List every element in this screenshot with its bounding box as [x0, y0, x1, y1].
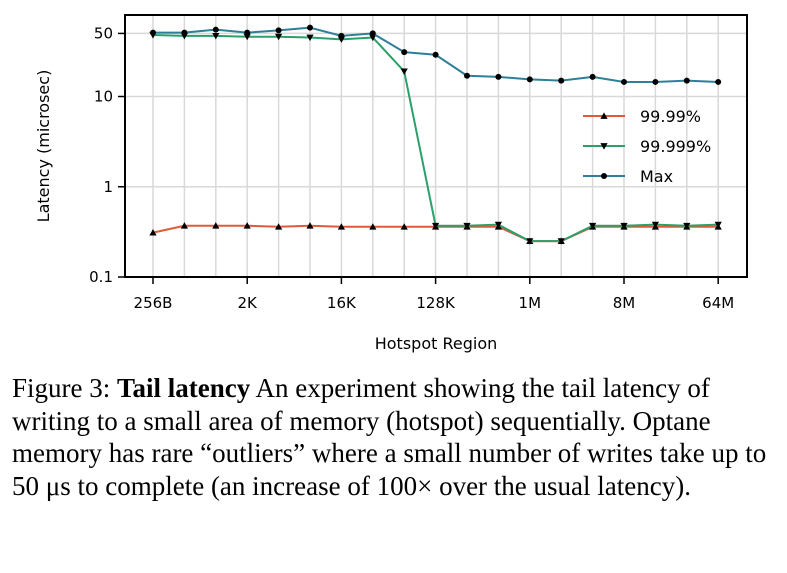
legend-entry: 99.99%: [583, 107, 701, 126]
data-point: [181, 29, 188, 36]
data-point: [149, 229, 157, 236]
data-point: [558, 77, 565, 84]
data-point: [150, 29, 156, 36]
data-point: [714, 221, 722, 229]
series-2: [150, 24, 722, 85]
legend: 99.99% 99.999% Max: [583, 107, 711, 186]
legend-label: 99.99%: [640, 107, 701, 126]
data-point: [180, 222, 188, 229]
data-point: [307, 24, 313, 31]
caption-bold: Tail latency: [117, 373, 251, 403]
data-point: [243, 33, 251, 41]
data-point: [275, 33, 283, 41]
data-point: [620, 222, 628, 230]
data-point: [557, 238, 565, 245]
data-point: [275, 27, 282, 34]
x-axis-title: Hotspot Region: [375, 334, 498, 353]
y-tick-label: 1: [103, 178, 113, 196]
grid-lines: [125, 15, 747, 278]
legend-entry: 99.999%: [583, 137, 711, 156]
data-point: [212, 32, 220, 40]
legend-marker: [600, 143, 608, 150]
x-tick-label: 256B: [134, 294, 173, 312]
data-point: [244, 29, 251, 36]
legend-marker: [600, 112, 608, 119]
data-point: [621, 78, 627, 85]
y-tick-label: 10: [94, 88, 113, 106]
data-point: [369, 30, 376, 37]
data-point: [369, 223, 377, 230]
y-tick-label: 50: [94, 24, 113, 42]
data-point: [432, 222, 440, 230]
data-point: [400, 68, 408, 75]
data-point: [369, 34, 377, 42]
data-point: [212, 26, 219, 33]
data-point: [243, 222, 251, 229]
x-tick-label: 2K: [238, 294, 259, 312]
data-point: [338, 32, 345, 39]
figure-caption: Figure 3: Tail latency An experiment sho…: [12, 372, 780, 502]
data-point: [683, 77, 690, 84]
data-point: [526, 76, 533, 83]
data-point: [464, 72, 470, 79]
x-tick-label: 16K: [327, 294, 357, 312]
data-point: [651, 221, 659, 229]
data-point: [306, 34, 314, 42]
x-tick-label: 128K: [416, 294, 456, 312]
data-point: [652, 78, 659, 85]
axis-ticks: 0.1 1 10 50 256B 2K 16K 128K 1M 8M 64M: [89, 24, 734, 312]
data-point: [683, 222, 691, 230]
data-point: [400, 223, 408, 230]
caption-label: Figure 3:: [12, 373, 111, 403]
series-layer: [149, 24, 722, 245]
chart: 0.1 1 10 50 256B 2K 16K 128K 1M 8M 64M Hotspot Reg…: [34, 14, 748, 353]
x-tick-label: 64M: [702, 294, 734, 312]
data-point: [589, 222, 597, 230]
legend-label: Max: [640, 167, 673, 186]
x-tick-label: 1M: [519, 294, 542, 312]
data-point: [275, 223, 283, 230]
data-point: [526, 238, 534, 245]
data-point: [495, 73, 502, 80]
data-point: [463, 222, 471, 230]
data-point: [401, 49, 408, 56]
legend-label: 99.999%: [640, 137, 711, 156]
data-point: [589, 73, 596, 80]
x-tick-label: 8M: [613, 294, 636, 312]
data-point: [715, 78, 722, 85]
y-axis-title: Latency (microsec): [34, 70, 53, 223]
y-tick-label: 0.1: [89, 268, 113, 286]
data-point: [494, 221, 502, 229]
data-point: [212, 222, 220, 229]
data-point: [337, 223, 345, 230]
data-point: [306, 222, 314, 229]
legend-marker: [601, 173, 607, 179]
caption-text: An experiment showing the tail latency o…: [12, 373, 767, 501]
data-point: [432, 51, 439, 58]
legend-entry: Max: [583, 167, 673, 186]
